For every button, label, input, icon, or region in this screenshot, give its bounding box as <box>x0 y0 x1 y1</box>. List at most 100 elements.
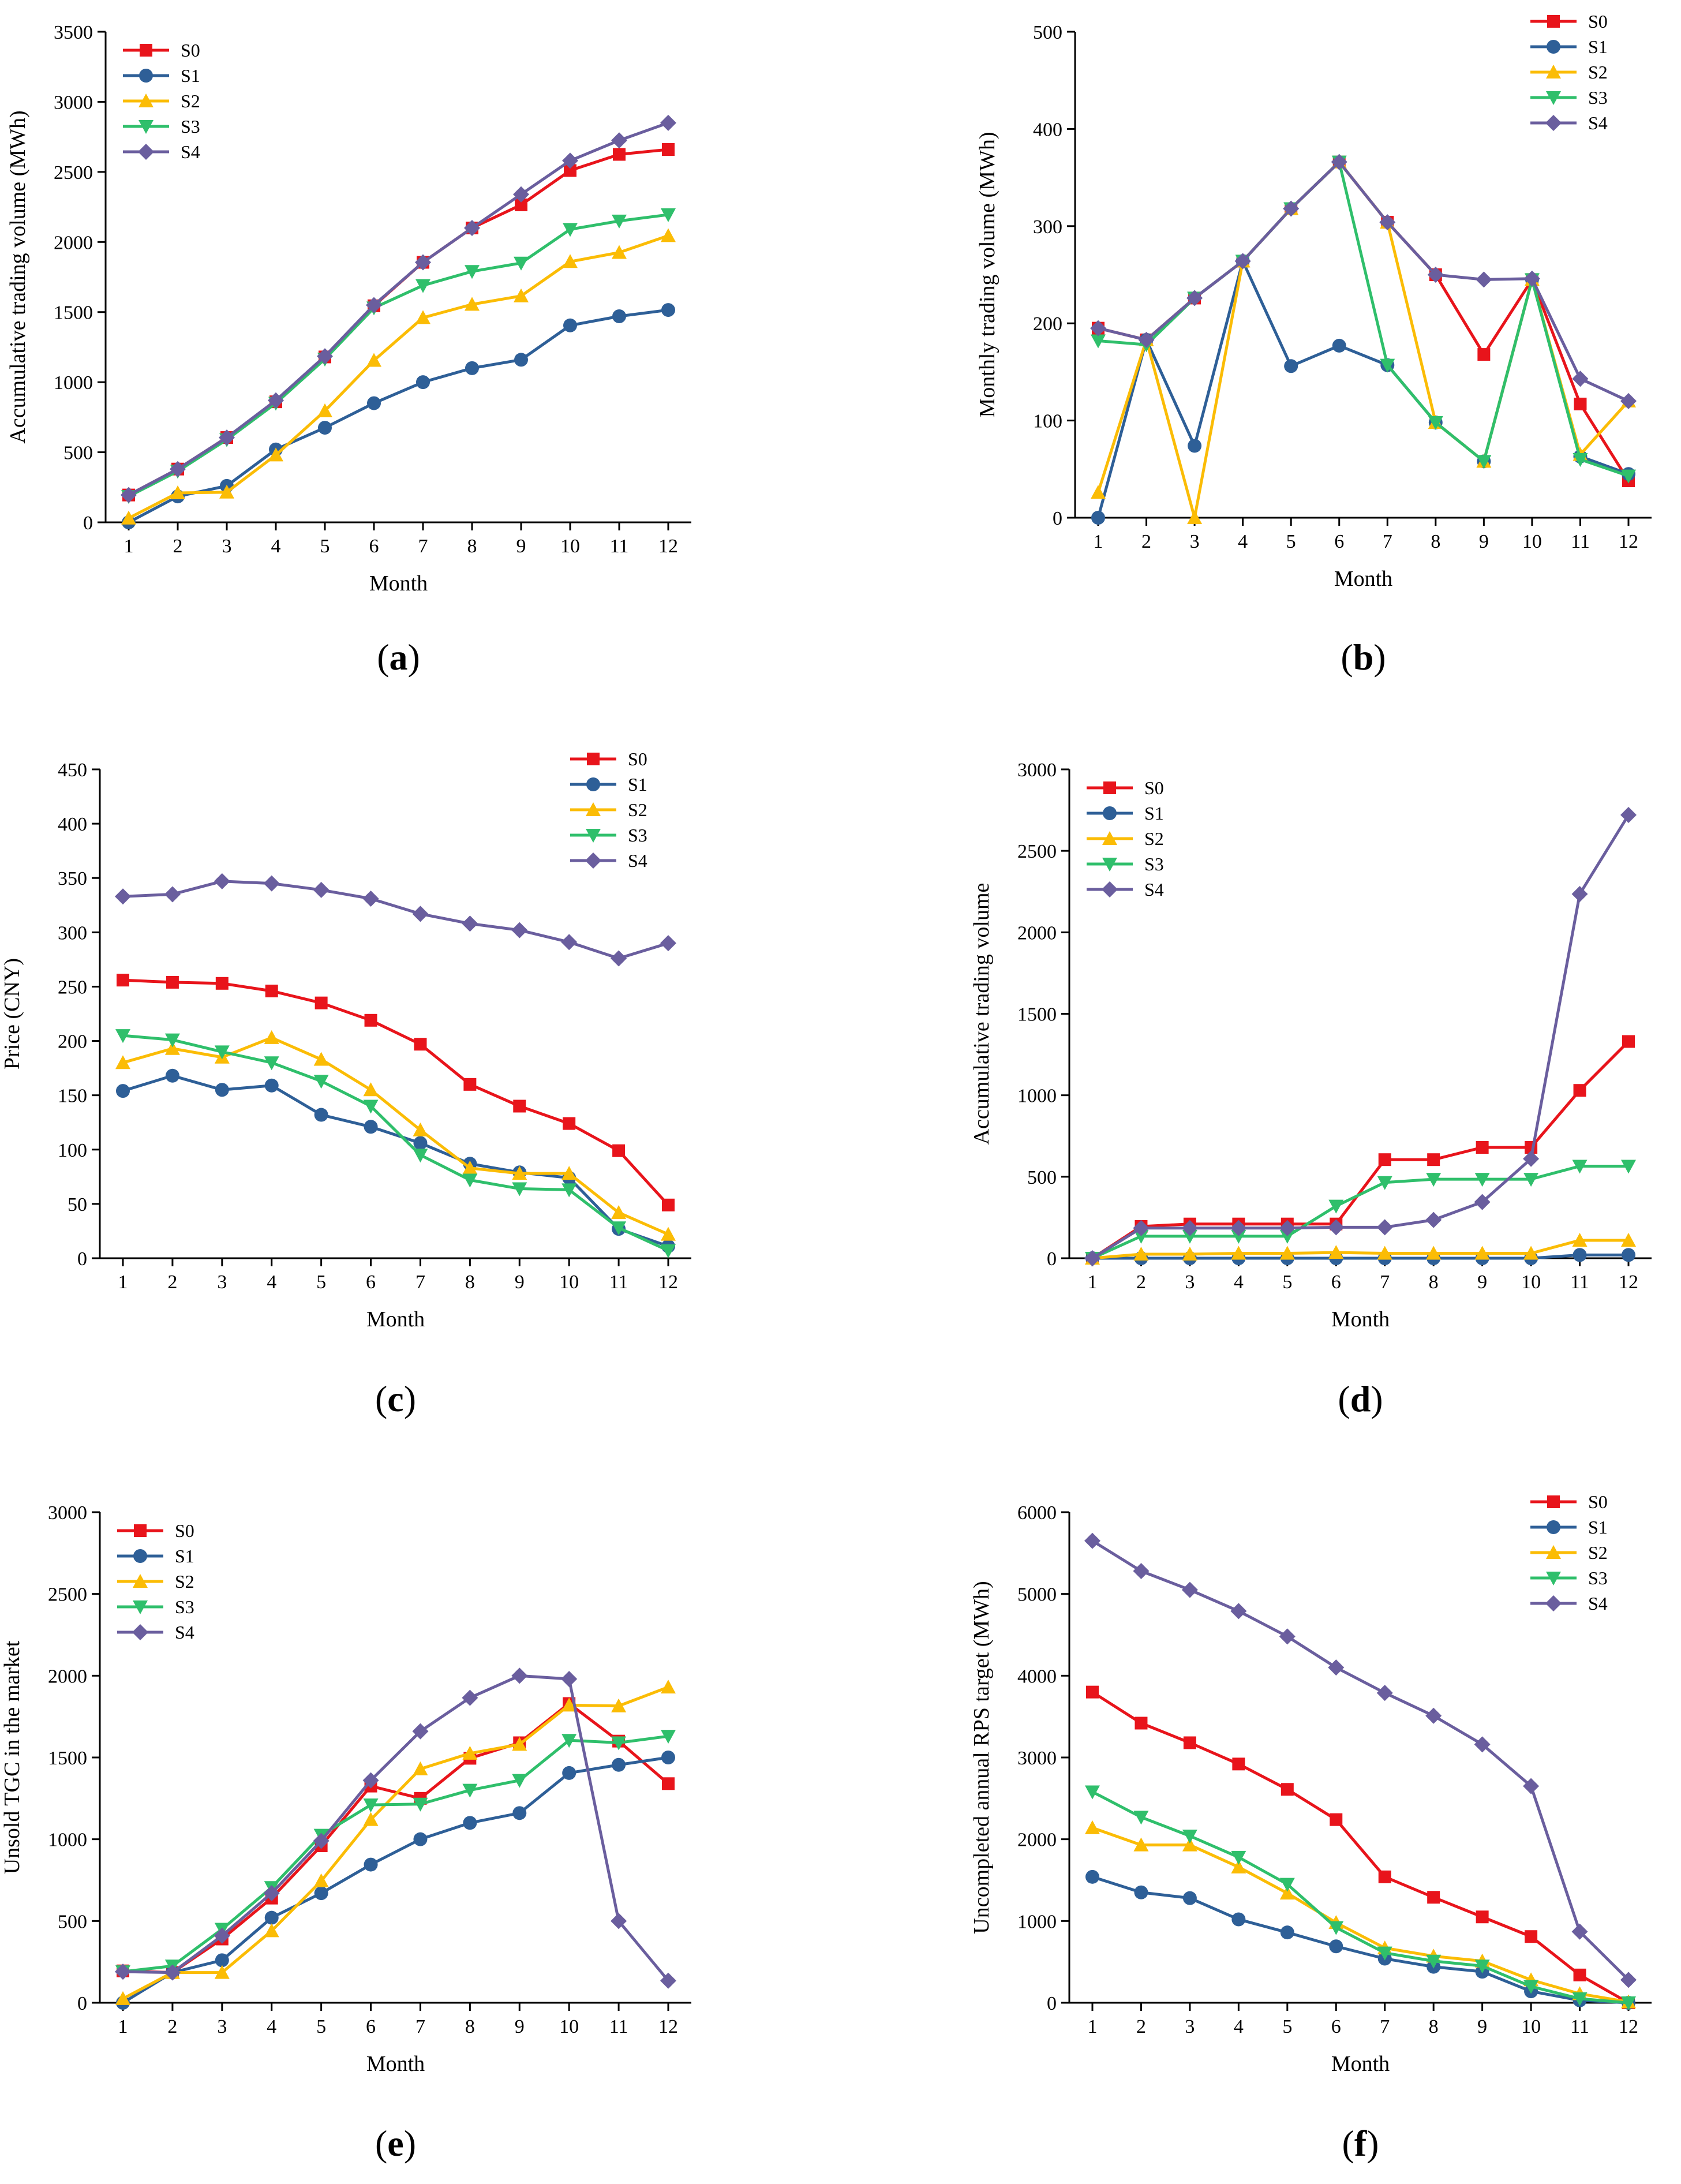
legend-marker-S3 <box>1546 91 1561 105</box>
y-tick-label: 50 <box>68 1194 87 1216</box>
series-S3 <box>121 208 676 504</box>
data-point-S3 <box>1476 455 1492 469</box>
legend-marker-S2 <box>138 94 154 107</box>
x-tick-label: 7 <box>415 1271 425 1293</box>
data-point-S0 <box>1573 1968 1586 1981</box>
x-tick-label: 3 <box>1185 1271 1195 1293</box>
legend-marker-S1 <box>1547 40 1560 54</box>
series-line-S4 <box>1091 814 1630 1260</box>
panel-caption: (a) <box>377 637 420 678</box>
data-point-S0 <box>662 143 675 156</box>
y-tick-label: 4000 <box>1017 1666 1057 1687</box>
x-tick-label: 4 <box>1238 531 1248 552</box>
x-tick-label: 6 <box>366 1271 376 1293</box>
y-tick-label: 450 <box>58 760 87 781</box>
data-point-S4 <box>562 152 578 169</box>
series-S4 <box>115 873 676 967</box>
data-point-S4 <box>1427 267 1444 283</box>
legend-label-S0: S0 <box>175 1520 194 1541</box>
data-point-S4 <box>1283 200 1300 217</box>
data-point-S4 <box>1090 320 1106 336</box>
data-point-S2 <box>1133 1246 1149 1261</box>
series-line-S3 <box>128 213 669 498</box>
legend-label-S1: S1 <box>1144 803 1164 824</box>
x-tick-label: 11 <box>1570 2016 1589 2037</box>
data-point-S3 <box>1474 1959 1490 1974</box>
data-point-S2 <box>1091 485 1106 499</box>
data-point-S2 <box>413 1122 428 1136</box>
legend-marker-S1 <box>1547 1520 1560 1534</box>
y-tick-label: 500 <box>63 443 93 464</box>
data-point-S4 <box>412 1723 429 1740</box>
y-tick-label: 400 <box>1033 119 1062 140</box>
data-point-S3 <box>164 1033 180 1048</box>
data-point-S1 <box>563 318 577 332</box>
x-tick-label: 3 <box>1185 2016 1195 2037</box>
data-point-S3 <box>661 1244 676 1258</box>
legend-marker-S2 <box>1102 831 1117 845</box>
x-tick-label: 9 <box>515 2016 525 2037</box>
y-tick-label: 250 <box>58 977 87 998</box>
data-point-S2 <box>1133 1837 1149 1852</box>
data-point-S1 <box>314 1886 328 1901</box>
data-point-S2 <box>219 484 234 499</box>
data-point-S2 <box>462 1745 478 1760</box>
data-point-S1 <box>1329 1939 1343 1954</box>
data-point-S4 <box>362 890 379 907</box>
x-tick-label: 2 <box>173 536 183 557</box>
x-tick-label: 7 <box>1380 2016 1390 2037</box>
data-point-S2 <box>264 1030 279 1044</box>
legend-marker-S4 <box>1102 881 1118 897</box>
y-axis-title: Price (CNY) <box>0 958 24 1069</box>
data-point-S0 <box>564 164 576 177</box>
series-line-S3 <box>1091 1164 1628 1260</box>
data-point-S4 <box>464 220 480 236</box>
x-tick-label: 6 <box>366 2016 376 2037</box>
y-tick-label: 0 <box>77 1248 87 1270</box>
x-tick-label: 2 <box>167 2016 177 2037</box>
legend-label-S3: S3 <box>1588 87 1608 108</box>
x-tick-label: 6 <box>1331 1271 1341 1293</box>
panel-caption: (c) <box>375 1378 416 1419</box>
data-point-S3 <box>1474 1173 1490 1187</box>
data-point-S3 <box>1231 1229 1246 1244</box>
legend-marker-S0 <box>587 753 600 765</box>
x-tick-label: 11 <box>1570 1271 1589 1293</box>
series-line-S1 <box>122 1074 669 1248</box>
data-point-S1 <box>1332 338 1346 353</box>
data-point-S0 <box>315 996 328 1009</box>
legend-marker-S2 <box>1546 1545 1561 1559</box>
x-tick-label: 3 <box>222 536 232 557</box>
x-tick-label: 12 <box>1619 2016 1638 2037</box>
data-point-S2 <box>313 1873 329 1887</box>
legend-label-S0: S0 <box>1588 1491 1608 1512</box>
data-point-S0 <box>1183 1736 1196 1749</box>
panel-letter: c <box>387 1378 403 1419</box>
data-point-S3 <box>514 256 529 271</box>
data-point-S4 <box>1328 1659 1345 1676</box>
y-tick-label: 3000 <box>1017 1748 1057 1769</box>
data-point-S0 <box>1330 1813 1343 1826</box>
data-point-S4 <box>1230 1220 1247 1236</box>
x-tick-label: 7 <box>1383 531 1392 552</box>
panel-caption: (f) <box>1342 2123 1379 2164</box>
series-S4 <box>121 114 676 503</box>
data-point-S3 <box>1621 1160 1636 1174</box>
data-point-S1 <box>413 1832 428 1846</box>
data-point-S2 <box>661 1226 676 1241</box>
data-point-S0 <box>563 1117 576 1130</box>
data-point-S2 <box>1182 1837 1197 1852</box>
data-point-S3 <box>264 1056 279 1071</box>
legend-marker-S4 <box>585 852 601 869</box>
data-point-S1 <box>165 1068 179 1083</box>
data-point-S1 <box>1085 1869 1099 1884</box>
data-point-S1 <box>264 1910 279 1925</box>
data-point-S4 <box>1376 1685 1393 1701</box>
series-line-S3 <box>122 1734 669 1973</box>
x-tick-label: 3 <box>217 2016 227 2037</box>
data-point-S3 <box>415 279 430 293</box>
series-S1 <box>1085 1248 1635 1265</box>
data-point-S4 <box>561 934 578 951</box>
